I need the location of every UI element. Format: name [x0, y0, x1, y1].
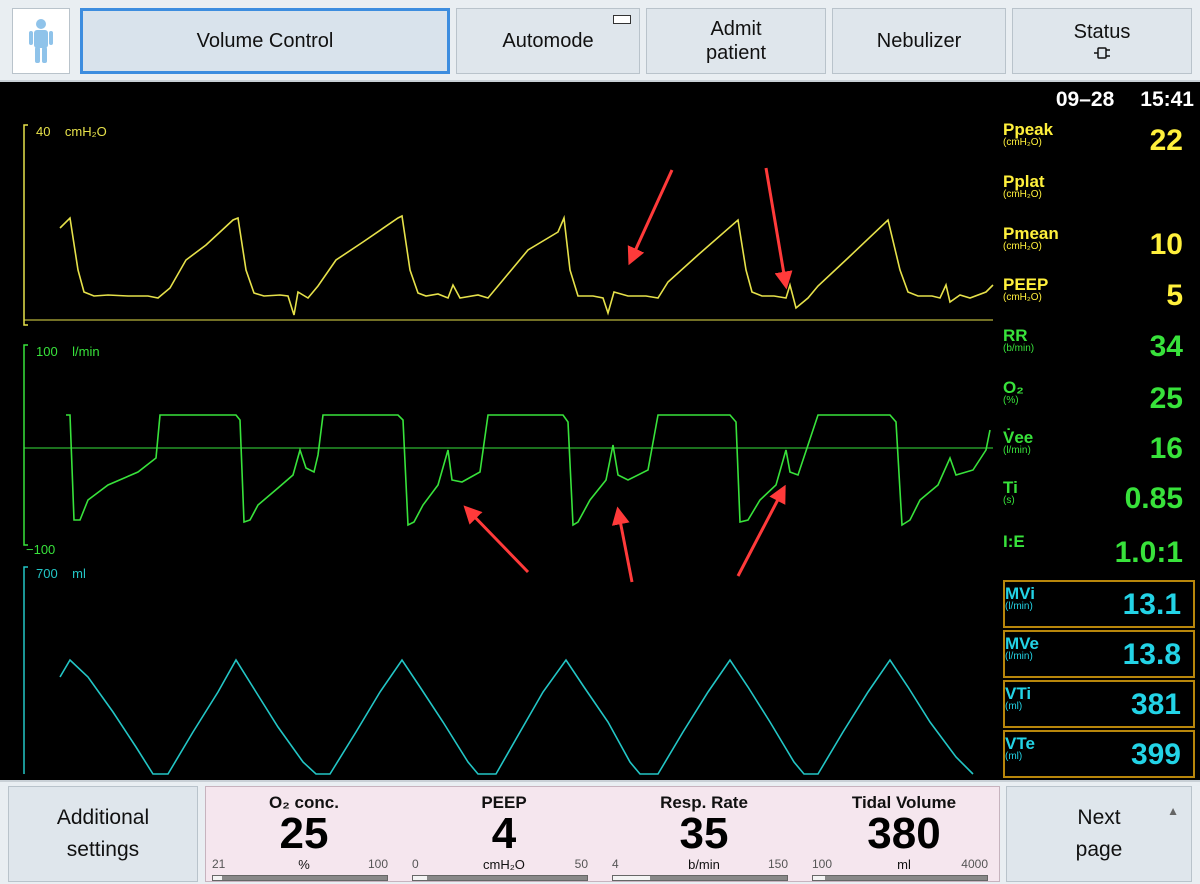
- pressure-scale-label: 40 cmH₂O: [36, 124, 107, 139]
- setting-slider[interactable]: [212, 875, 388, 881]
- status-label: Status: [1073, 21, 1131, 43]
- automode-label: Automode: [502, 30, 594, 52]
- setting-unit: %: [298, 857, 310, 872]
- setting-slider[interactable]: [612, 875, 788, 881]
- setting-label: PEEP: [481, 793, 527, 812]
- setting-unit: ml: [897, 857, 911, 872]
- volume-scale-label: 700 ml: [36, 566, 86, 581]
- annotation-arrows: [463, 167, 793, 583]
- additional-settings-button[interactable]: Additional settings: [8, 786, 198, 882]
- setting-o2-conc[interactable]: O₂ conc. 25 % 21 100: [206, 787, 402, 883]
- setting-tidal-volume[interactable]: Tidal Volume 380 ml 100 4000: [806, 787, 1002, 883]
- param-ie: I:E 1.0:1: [1003, 532, 1183, 569]
- setting-peep[interactable]: PEEP 4 cmH₂O 0 50: [406, 787, 602, 883]
- status-button[interactable]: Status: [1012, 8, 1192, 74]
- flow-scale-label: 100 l/min: [36, 344, 100, 359]
- param-pplat: Pplat (cmH₂O): [1003, 172, 1045, 200]
- admit-line2: patient: [705, 42, 767, 64]
- top-toolbar: Volume Control Automode Admit patient Ne…: [0, 0, 1200, 82]
- automode-button[interactable]: Automode: [456, 8, 640, 74]
- setting-min: 4: [612, 857, 619, 871]
- admit-patient-button[interactable]: Admit patient: [646, 8, 826, 74]
- mode-volume-control-button[interactable]: Volume Control: [80, 8, 450, 74]
- patient-figure-icon: [29, 19, 53, 63]
- arrow-flow-2: [611, 506, 634, 583]
- param-vee: V̇ee (l/min) 16: [1003, 428, 1183, 465]
- next-page-button[interactable]: ▲ Next page: [1006, 786, 1192, 882]
- param-peep: PEEP (cmH₂O) 5: [1003, 275, 1183, 312]
- nebulizer-button[interactable]: Nebulizer: [832, 8, 1006, 74]
- arrow-pressure-2: [764, 167, 793, 290]
- setting-max: 50: [574, 857, 588, 871]
- setting-unit: cmH₂O: [483, 857, 525, 872]
- param-mve: MVe (l/min) 13.8: [1003, 630, 1195, 678]
- param-vte: VTe (ml) 399: [1003, 730, 1195, 778]
- flow-waveform: [23, 344, 993, 546]
- patient-button[interactable]: [12, 8, 70, 74]
- param-o2: O₂ (%) 25: [1003, 378, 1183, 415]
- setting-min: 100: [812, 857, 833, 871]
- setting-max: 150: [767, 857, 788, 871]
- param-vti: VTi (ml) 381: [1003, 680, 1195, 728]
- setting-max: 100: [367, 857, 388, 871]
- plug-icon: [1093, 47, 1110, 59]
- param-mvi: MVi (l/min) 13.1: [1003, 580, 1195, 628]
- setting-unit: b/min: [688, 857, 720, 872]
- param-ppeak: Ppeak (cmH₂O) 22: [1003, 120, 1183, 157]
- arrow-flow-3: [736, 484, 786, 577]
- setting-max: 4000: [961, 857, 988, 871]
- setting-slider[interactable]: [812, 875, 988, 881]
- setting-min: 0: [412, 857, 419, 871]
- automode-indicator-icon: [613, 15, 631, 24]
- setting-label: O₂ conc.: [269, 793, 339, 812]
- setting-value: 4: [491, 809, 517, 858]
- arrow-flow-1: [463, 505, 530, 574]
- param-ti: Ti (s) 0.85: [1003, 478, 1183, 515]
- nebulizer-label: Nebulizer: [876, 30, 962, 52]
- time-text: 15:41: [1140, 88, 1194, 111]
- date-text: 09–28: [1055, 88, 1115, 111]
- setting-slider[interactable]: [412, 875, 588, 881]
- clock: 09–28 15:41: [1056, 88, 1194, 112]
- pressure-waveform: [23, 124, 994, 326]
- arrow-pressure-1: [627, 169, 674, 266]
- additional-line1: Additional: [56, 806, 150, 829]
- settings-panel: O₂ conc. 25 % 21 100 PEEP 4 cmH₂O 0 50 R…: [205, 786, 1000, 882]
- mode-label: Volume Control: [196, 30, 334, 52]
- additional-line2: settings: [66, 838, 140, 861]
- volume-waveform: [23, 566, 974, 775]
- setting-value: 380: [867, 809, 941, 858]
- setting-label: Resp. Rate: [660, 793, 748, 812]
- admit-line1: Admit: [710, 18, 762, 40]
- next-line2: page: [1075, 838, 1123, 861]
- flow-min-label: −100: [26, 542, 56, 557]
- caret-up-icon: ▲: [1167, 804, 1179, 818]
- setting-value: 25: [279, 809, 329, 858]
- param-pmean: Pmean (cmH₂O) 10: [1003, 224, 1183, 261]
- setting-label: Tidal Volume: [851, 793, 957, 812]
- setting-resp-rate[interactable]: Resp. Rate 35 b/min 4 150: [606, 787, 802, 883]
- bottom-settings-bar: Additional settings O₂ conc. 25 % 21 100…: [0, 780, 1200, 884]
- setting-min: 21: [212, 857, 226, 871]
- param-rr: RR (b/min) 34: [1003, 326, 1183, 363]
- setting-value: 35: [679, 809, 729, 858]
- next-line1: Next: [1077, 806, 1121, 829]
